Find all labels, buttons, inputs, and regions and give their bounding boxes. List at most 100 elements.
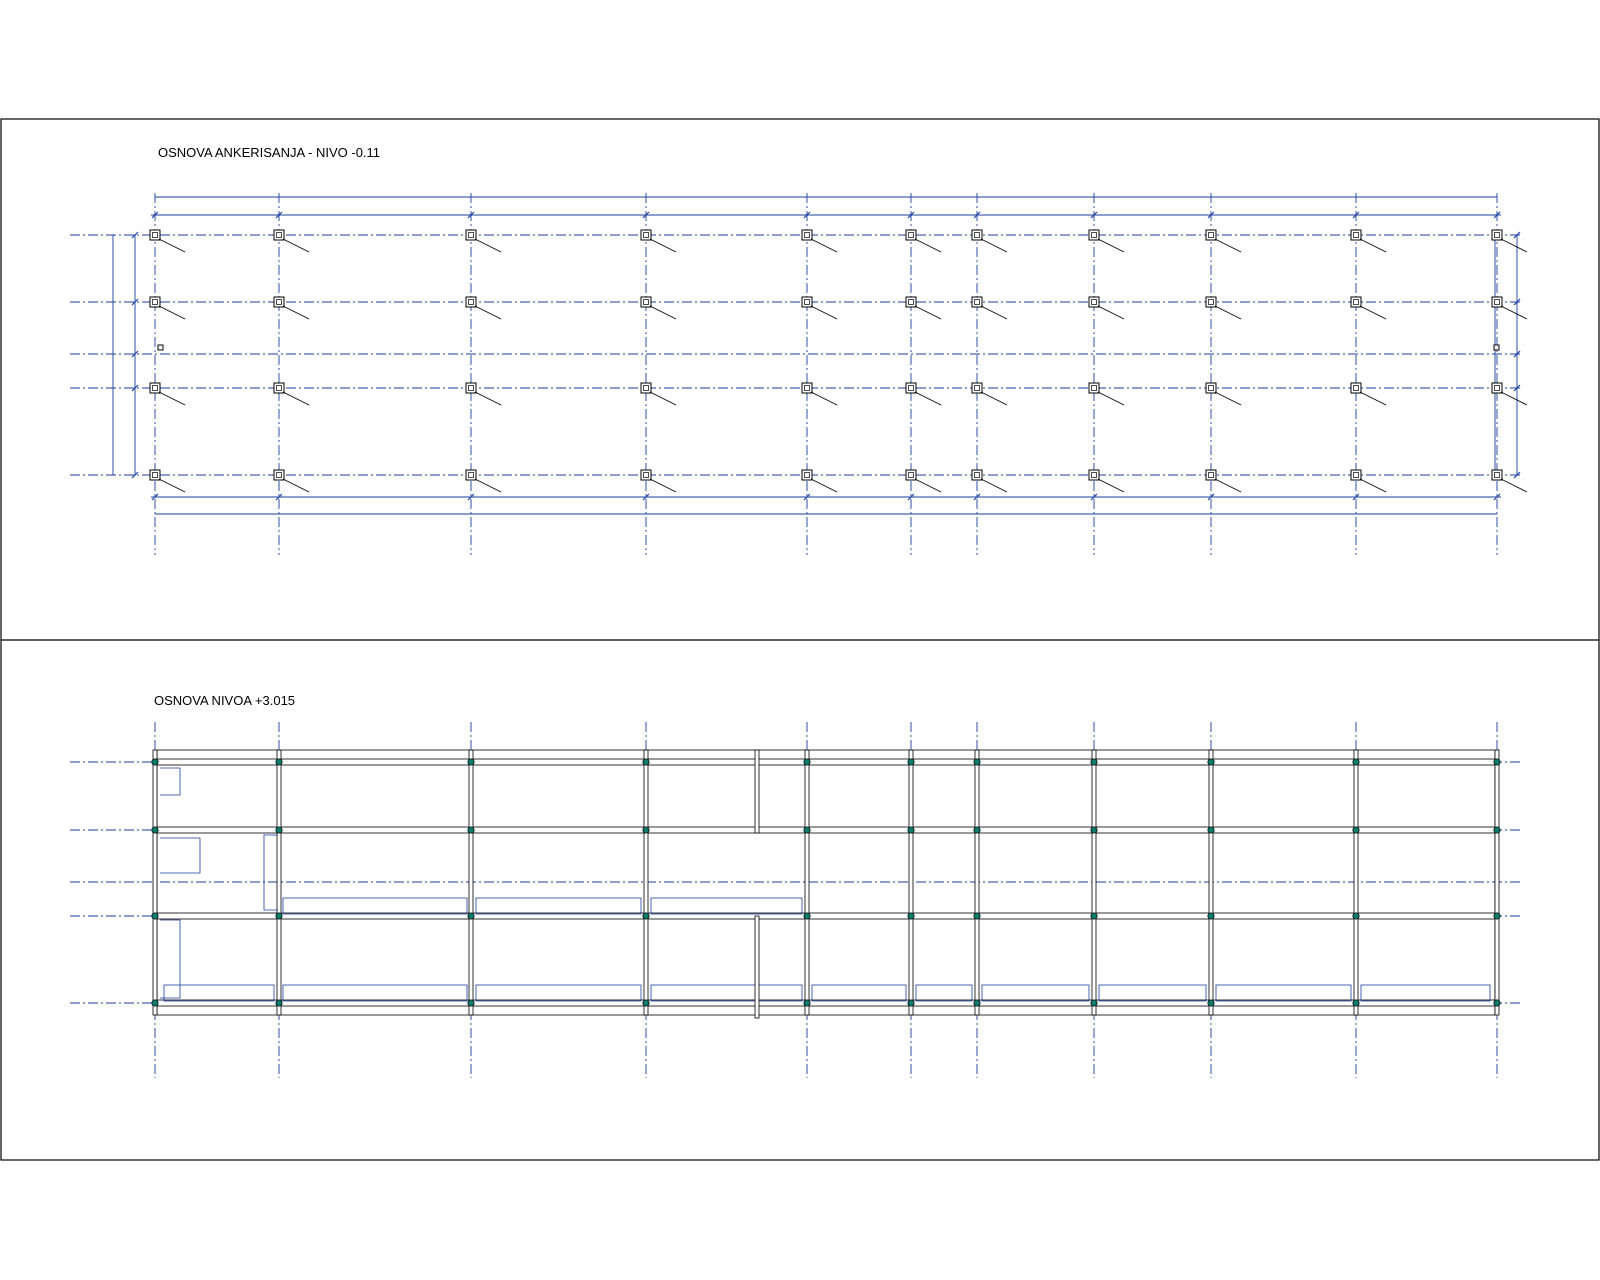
plan-2-title: OSNOVA NIVOA +3.015 bbox=[154, 693, 295, 708]
anchor-plate-bolt bbox=[643, 232, 649, 238]
vdim-tick-left_dims-2 bbox=[131, 350, 139, 358]
anchor-plate-bolt bbox=[468, 472, 474, 478]
span-box-bottom-7 bbox=[1098, 984, 1207, 1002]
anchor-leader bbox=[914, 238, 942, 253]
anchor-leader bbox=[649, 391, 677, 406]
anchor-plate-bolt bbox=[276, 472, 282, 478]
column-marker bbox=[151, 912, 159, 920]
anchor-leader bbox=[1359, 478, 1387, 493]
anchor-plate bbox=[801, 382, 813, 394]
column-marker bbox=[803, 912, 811, 920]
anchor-leader bbox=[158, 238, 186, 253]
side-plate-left bbox=[157, 344, 164, 351]
anchor-leader bbox=[1500, 478, 1528, 493]
anchor-plate bbox=[640, 469, 652, 481]
anchor-plate bbox=[1205, 382, 1217, 394]
anchor-plate bbox=[149, 229, 161, 241]
anchor-plate-bolt bbox=[974, 472, 980, 478]
floor-plan bbox=[70, 722, 1520, 1078]
anchor-plate-bolt bbox=[1494, 232, 1500, 238]
plan-1-title: OSNOVA ANKERISANJA - NIVO -0.11 bbox=[158, 145, 380, 160]
anchor-plate-bolt bbox=[804, 472, 810, 478]
column-marker bbox=[1493, 758, 1501, 766]
anchor-plate bbox=[1350, 382, 1362, 394]
anchor-leader bbox=[282, 478, 310, 493]
span-box-bottom-6 bbox=[981, 984, 1090, 1002]
anchor-plate bbox=[1088, 229, 1100, 241]
anchor-plate bbox=[465, 296, 477, 308]
vdim-tick-right_dims-3 bbox=[1513, 384, 1521, 392]
anchor-plate bbox=[971, 229, 983, 241]
column-marker bbox=[275, 912, 283, 920]
dim-tick-top_dims-10 bbox=[1493, 211, 1501, 219]
beam-col-7 bbox=[1091, 749, 1097, 1016]
anchor-plate-bolt bbox=[1494, 385, 1500, 391]
column-marker bbox=[1352, 912, 1360, 920]
beam-col-8 bbox=[1208, 749, 1214, 1016]
dim-tick-top_dims-1 bbox=[275, 211, 283, 219]
anchor-leader bbox=[1214, 305, 1242, 320]
span-box-top-0 bbox=[282, 897, 468, 915]
column-marker bbox=[803, 999, 811, 1007]
dim-tick-bottom_dims-10 bbox=[1493, 493, 1501, 501]
anchor-plate bbox=[1088, 296, 1100, 308]
beam-col-6 bbox=[974, 749, 980, 1016]
anchor-plate-bolt bbox=[643, 385, 649, 391]
beam-col-4 bbox=[804, 749, 810, 1016]
anchor-leader bbox=[1359, 238, 1387, 253]
dim-tick-bottom_dims-7 bbox=[1090, 493, 1098, 501]
anchor-leader bbox=[980, 478, 1008, 493]
anchor-plate-bolt bbox=[1353, 472, 1359, 478]
anchor-leader bbox=[810, 478, 838, 493]
anchor-leader bbox=[649, 478, 677, 493]
side-plate-right bbox=[1493, 344, 1500, 351]
anchor-plate bbox=[640, 229, 652, 241]
beam-col-1 bbox=[276, 749, 282, 1016]
anchor-plate-bolt bbox=[276, 385, 282, 391]
anchor-plate-bolt bbox=[643, 472, 649, 478]
anchor-plate bbox=[1491, 382, 1503, 394]
anchor-leader bbox=[914, 478, 942, 493]
anchor-leader bbox=[1097, 391, 1125, 406]
anchor-plate bbox=[149, 382, 161, 394]
anchor-plate-bolt bbox=[1091, 299, 1097, 305]
column-marker bbox=[803, 758, 811, 766]
vdim-tick-right_dims-1 bbox=[1513, 298, 1521, 306]
dim-tick-top_dims-9 bbox=[1352, 211, 1360, 219]
anchor-leader bbox=[158, 478, 186, 493]
anchor-plate-bolt bbox=[908, 385, 914, 391]
anchor-plate-bolt bbox=[974, 232, 980, 238]
anchor-plate-bolt bbox=[276, 299, 282, 305]
vdim-tick-right_dims-0 bbox=[1513, 231, 1521, 239]
anchor-plate bbox=[971, 296, 983, 308]
anchor-plate-bolt bbox=[152, 232, 158, 238]
anchor-plate-bolt bbox=[1091, 472, 1097, 478]
dim-tick-top_dims-7 bbox=[1090, 211, 1098, 219]
column-marker bbox=[1090, 758, 1098, 766]
beam-col-2 bbox=[468, 749, 474, 1016]
dim-tick-bottom_dims-6 bbox=[973, 493, 981, 501]
dim-tick-bottom_dims-9 bbox=[1352, 493, 1360, 501]
anchor-plate-bolt bbox=[1353, 385, 1359, 391]
column-marker bbox=[1207, 912, 1215, 920]
anchor-plate bbox=[465, 229, 477, 241]
beam-col-5 bbox=[908, 749, 914, 1016]
span-box-bottom-9 bbox=[1360, 984, 1491, 1002]
beam-col-10 bbox=[1494, 749, 1500, 1016]
anchor-plate-bolt bbox=[152, 472, 158, 478]
column-marker bbox=[467, 999, 475, 1007]
column-marker bbox=[803, 826, 811, 834]
anchor-plate-bolt bbox=[152, 385, 158, 391]
anchor-plate bbox=[801, 296, 813, 308]
dim-tick-bottom_dims-8 bbox=[1207, 493, 1215, 501]
column-marker bbox=[973, 912, 981, 920]
anchor-leader bbox=[1097, 238, 1125, 253]
span-box-bottom-4 bbox=[811, 984, 907, 1002]
anchor-plate-bolt bbox=[804, 299, 810, 305]
beam-col-3 bbox=[643, 749, 649, 1016]
anchor-leader bbox=[810, 391, 838, 406]
column-marker bbox=[151, 758, 159, 766]
column-marker bbox=[1493, 999, 1501, 1007]
dim-tick-top_dims-6 bbox=[973, 211, 981, 219]
anchor-plate-bolt bbox=[908, 232, 914, 238]
